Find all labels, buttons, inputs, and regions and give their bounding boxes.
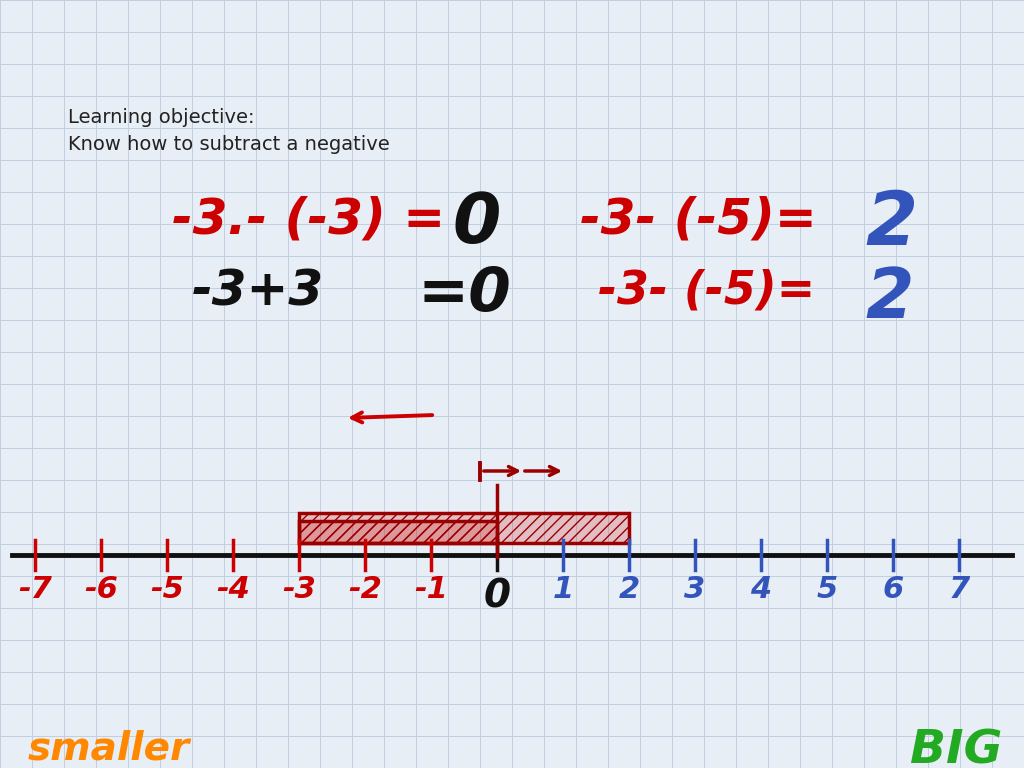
Text: -2: -2 — [348, 575, 382, 604]
Text: -3.- (-3) =: -3.- (-3) = — [172, 195, 445, 243]
Text: -1: -1 — [414, 575, 447, 604]
Text: 4: 4 — [751, 575, 772, 604]
Text: -3+3: -3+3 — [193, 268, 325, 316]
Text: 2: 2 — [865, 265, 913, 332]
Text: smaller: smaller — [28, 730, 190, 768]
Text: 5: 5 — [816, 575, 838, 604]
Text: =0: =0 — [418, 265, 512, 324]
Bar — [299, 513, 629, 543]
Text: 0: 0 — [452, 190, 501, 257]
Text: -4: -4 — [216, 575, 250, 604]
Text: -3- (-5)=: -3- (-5)= — [598, 268, 815, 313]
Text: -5: -5 — [151, 575, 184, 604]
Text: 1: 1 — [552, 575, 573, 604]
Text: -3: -3 — [282, 575, 316, 604]
Text: -7: -7 — [18, 575, 52, 604]
Text: BIG: BIG — [910, 728, 1002, 768]
Text: -3- (-5)=: -3- (-5)= — [580, 195, 817, 243]
Text: 6: 6 — [883, 575, 903, 604]
Text: 2: 2 — [865, 188, 918, 261]
Text: 2: 2 — [618, 575, 640, 604]
Text: -6: -6 — [84, 575, 118, 604]
Text: 3: 3 — [684, 575, 706, 604]
Text: 7: 7 — [948, 575, 970, 604]
Text: 0: 0 — [483, 577, 511, 615]
Text: Learning objective:: Learning objective: — [68, 108, 255, 127]
Bar — [299, 521, 497, 543]
Text: Know how to subtract a negative: Know how to subtract a negative — [68, 135, 390, 154]
